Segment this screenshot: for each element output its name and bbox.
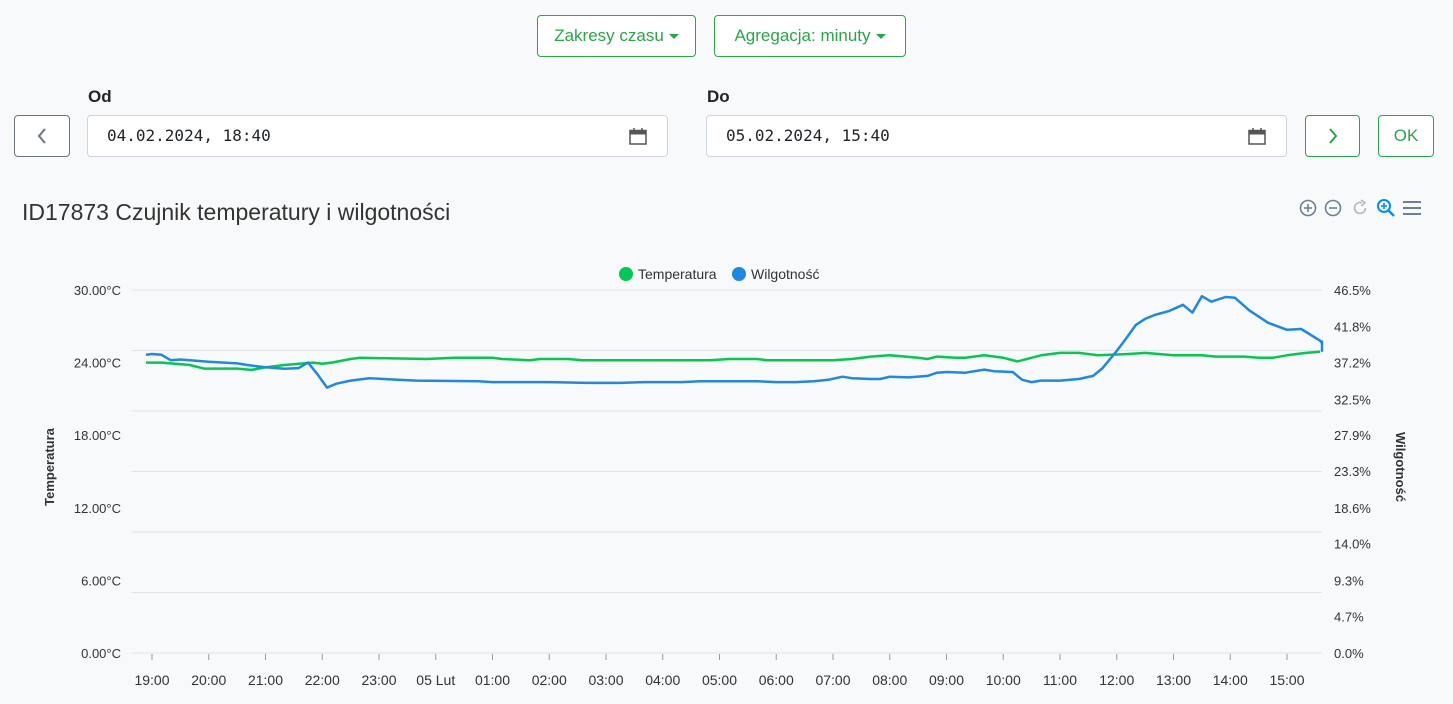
chevron-right-icon <box>1328 128 1337 144</box>
next-range-button[interactable] <box>1305 115 1360 157</box>
to-datetime-field[interactable]: 05.02.2024, 15:40 <box>706 115 1287 157</box>
zoom-selection-icon[interactable] <box>1376 198 1396 218</box>
to-label: Do <box>707 87 730 106</box>
y-right-tick-label: 4.7% <box>1334 609 1364 624</box>
from-label: Od <box>88 87 112 106</box>
caret-down-icon <box>668 33 679 39</box>
x-tick-label: 08:00 <box>872 672 907 688</box>
y-left-tick-label: 24.00°C <box>74 356 121 371</box>
from-datetime-value: 04.02.2024, 18:40 <box>107 126 271 145</box>
zoom-in-icon[interactable] <box>1298 198 1318 218</box>
aggregation-dropdown[interactable]: Agregacja: minuty <box>714 15 906 57</box>
chart-title: ID17873 Czujnik temperatury i wilgotnośc… <box>22 199 451 225</box>
legend-temperature-label: Temperatura <box>638 266 717 282</box>
to-datetime-value: 05.02.2024, 15:40 <box>726 126 890 145</box>
y-left-tick-label: 30.00°C <box>74 283 121 298</box>
x-tick-label: 19:00 <box>134 672 169 688</box>
calendar-icon[interactable] <box>629 128 647 145</box>
x-tick-label: 15:00 <box>1269 672 1304 688</box>
temperature-series-line <box>146 350 1321 372</box>
x-tick-label: 05 Lut <box>416 672 455 688</box>
x-tick-label: 20:00 <box>191 672 226 688</box>
y-right-tick-label: 32.5% <box>1334 392 1371 407</box>
time-ranges-label: Zakresy czasu <box>554 26 664 45</box>
x-tick-label: 23:00 <box>361 672 396 688</box>
y-right-tick-label: 23.3% <box>1334 464 1371 479</box>
x-tick-label: 11:00 <box>1043 672 1077 688</box>
line-chart: 0.00°C 6.00°C 12.00°C 18.00°C 24.00°C 30.00°C… <box>42 283 1408 688</box>
zoom-out-icon[interactable] <box>1323 198 1343 218</box>
y-right-tick-label: 9.3% <box>1334 573 1364 588</box>
x-tick-label: 22:00 <box>305 672 340 688</box>
x-tick-label: 06:00 <box>759 672 794 688</box>
x-tick-label: 05:00 <box>702 672 737 688</box>
legend-humidity[interactable]: Wilgotność <box>732 266 819 282</box>
time-ranges-dropdown[interactable]: Zakresy czasu <box>537 15 696 57</box>
chevron-left-icon <box>37 128 46 144</box>
y-right-tick-label: 14.0% <box>1334 537 1371 552</box>
y-axis-right-title: Wilgotność <box>1393 432 1408 502</box>
y-right-tick-label: 0.0% <box>1334 646 1364 661</box>
x-tick-label: 14:00 <box>1213 672 1248 688</box>
menu-icon[interactable] <box>1402 198 1422 218</box>
y-left-tick-label: 0.00°C <box>81 646 121 661</box>
previous-range-button[interactable] <box>14 115 70 157</box>
legend-temperature-marker <box>619 267 633 281</box>
x-tick-label: 07:00 <box>815 672 850 688</box>
y-left-tick-label: 18.00°C <box>74 428 121 443</box>
calendar-icon[interactable] <box>1248 128 1266 145</box>
x-tick-label: 04:00 <box>645 672 680 688</box>
humidity-series-line <box>145 294 1324 389</box>
legend-humidity-label: Wilgotność <box>751 266 820 282</box>
ok-label: OK <box>1393 126 1419 145</box>
x-tick-label: 21:00 <box>248 672 283 688</box>
y-right-tick-label: 37.2% <box>1334 356 1371 371</box>
x-tick-label: 12:00 <box>1099 672 1134 688</box>
x-tick-label: 03:00 <box>588 672 623 688</box>
x-tick-label: 02:00 <box>532 672 567 688</box>
y-right-tick-label: 27.9% <box>1334 428 1371 443</box>
x-tick-label: 01:00 <box>475 672 510 688</box>
x-tick-label: 10:00 <box>986 672 1021 688</box>
from-datetime-field[interactable]: 04.02.2024, 18:40 <box>87 115 668 157</box>
y-axis-left-title: Temperatura <box>42 427 57 506</box>
x-tick-label: 13:00 <box>1156 672 1191 688</box>
y-right-tick-label: 46.5% <box>1334 283 1371 298</box>
aggregation-label: Agregacja: minuty <box>734 26 871 45</box>
y-left-tick-label: 6.00°C <box>81 573 121 588</box>
legend-temperature[interactable]: Temperatura <box>619 266 717 282</box>
y-right-tick-label: 41.8% <box>1334 320 1371 335</box>
reset-zoom-icon[interactable] <box>1350 198 1370 218</box>
y-right-tick-label: 18.6% <box>1334 501 1371 516</box>
caret-down-icon <box>875 33 886 39</box>
y-left-tick-label: 12.00°C <box>74 501 121 516</box>
ok-button[interactable]: OK <box>1378 115 1434 157</box>
legend-humidity-marker <box>732 267 746 281</box>
x-tick-label: 09:00 <box>929 672 964 688</box>
